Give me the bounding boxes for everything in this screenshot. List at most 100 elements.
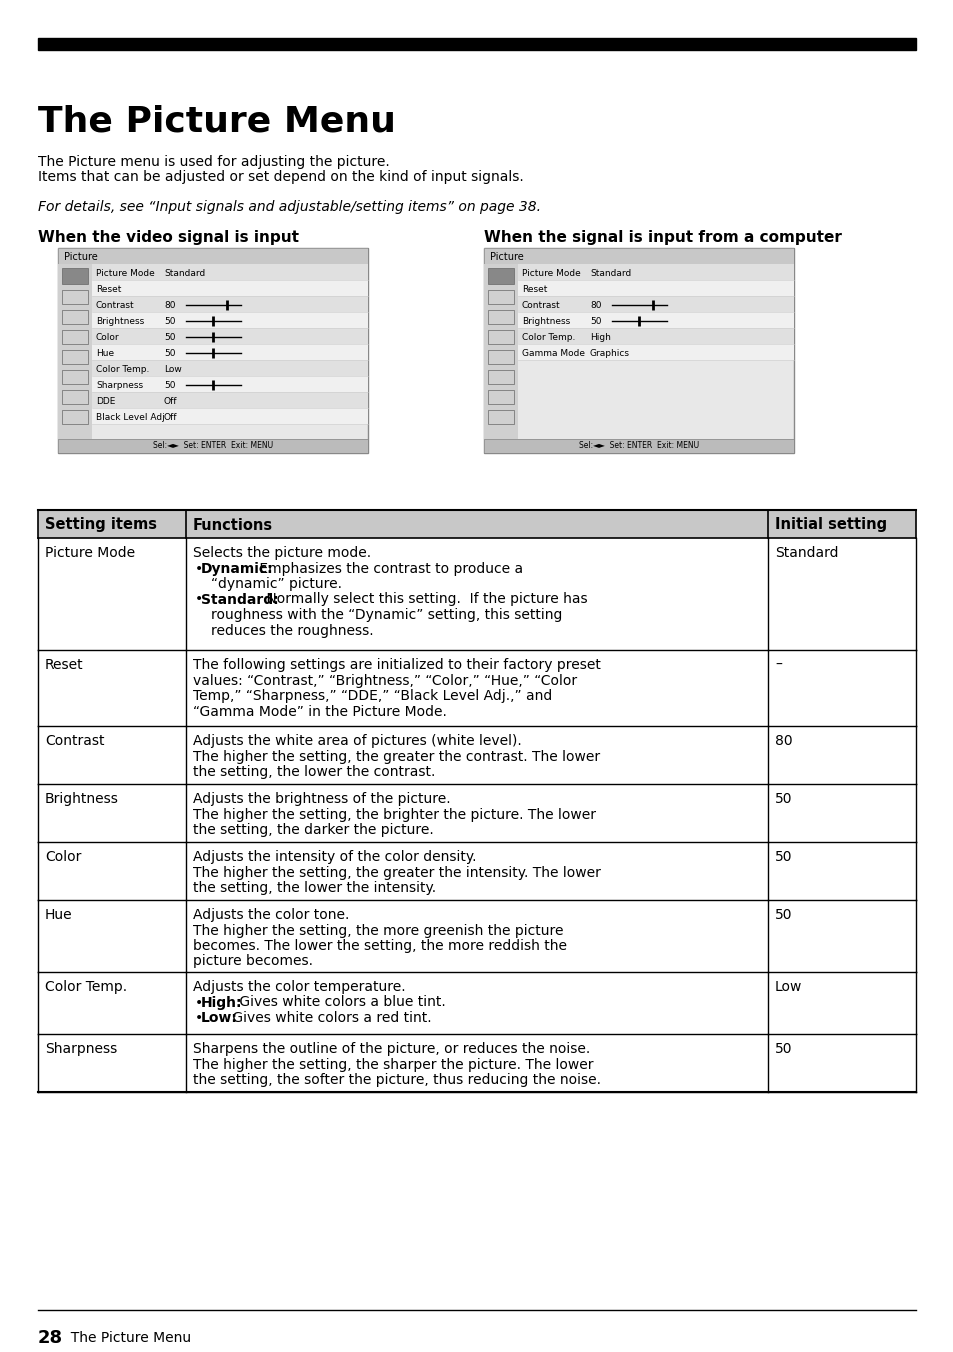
Text: Standard: Standard xyxy=(589,269,631,277)
Bar xyxy=(483,264,517,453)
Bar xyxy=(62,389,88,404)
Text: 80: 80 xyxy=(589,300,601,310)
Text: •: • xyxy=(194,592,203,607)
Text: 50: 50 xyxy=(774,1042,792,1056)
Bar xyxy=(38,900,915,972)
Text: Low: Low xyxy=(164,365,182,373)
Text: “Gamma Mode” in the Picture Mode.: “Gamma Mode” in the Picture Mode. xyxy=(193,704,446,718)
Text: Sel:◄►  Set: ENTER  Exit: MENU: Sel:◄► Set: ENTER Exit: MENU xyxy=(578,442,699,450)
Bar xyxy=(488,310,514,324)
Text: For details, see “Input signals and adjustable/setting items” on page 38.: For details, see “Input signals and adju… xyxy=(38,200,540,214)
Text: 50: 50 xyxy=(164,380,175,389)
Text: 80: 80 xyxy=(774,734,792,748)
Text: Selects the picture mode.: Selects the picture mode. xyxy=(193,546,371,560)
Text: Off: Off xyxy=(164,396,177,406)
Text: Sel:◄►  Set: ENTER  Exit: MENU: Sel:◄► Set: ENTER Exit: MENU xyxy=(152,442,273,450)
Text: roughness with the “Dynamic” setting, this setting: roughness with the “Dynamic” setting, th… xyxy=(211,608,561,622)
Text: the setting, the lower the contrast.: the setting, the lower the contrast. xyxy=(193,765,435,779)
Text: Gives white colors a red tint.: Gives white colors a red tint. xyxy=(228,1011,432,1025)
Bar xyxy=(91,264,368,280)
Bar xyxy=(488,350,514,364)
Bar xyxy=(483,247,793,264)
Text: Adjusts the color temperature.: Adjusts the color temperature. xyxy=(193,980,405,994)
Text: Picture: Picture xyxy=(490,251,523,262)
Text: reduces the roughness.: reduces the roughness. xyxy=(211,623,374,638)
Bar xyxy=(517,343,793,360)
Text: 50: 50 xyxy=(774,909,792,922)
Text: When the video signal is input: When the video signal is input xyxy=(38,230,298,245)
Bar xyxy=(91,296,368,312)
Bar xyxy=(488,410,514,425)
Bar xyxy=(58,264,91,453)
Text: Normally select this setting.  If the picture has: Normally select this setting. If the pic… xyxy=(262,592,587,607)
Text: The higher the setting, the brighter the picture. The lower: The higher the setting, the brighter the… xyxy=(193,807,596,822)
Bar xyxy=(517,296,793,312)
Text: the setting, the darker the picture.: the setting, the darker the picture. xyxy=(193,823,434,837)
Bar xyxy=(38,650,915,726)
Text: Brightness: Brightness xyxy=(96,316,144,326)
Bar xyxy=(91,408,368,425)
Text: DDE: DDE xyxy=(96,396,115,406)
Text: When the signal is input from a computer: When the signal is input from a computer xyxy=(483,230,841,245)
Text: Gives white colors a blue tint.: Gives white colors a blue tint. xyxy=(234,995,445,1010)
Bar xyxy=(91,392,368,408)
Bar xyxy=(58,247,368,264)
Bar xyxy=(517,329,793,343)
Text: Adjusts the intensity of the color density.: Adjusts the intensity of the color densi… xyxy=(193,850,476,864)
Text: values: “Contrast,” “Brightness,” “Color,” “Hue,” “Color: values: “Contrast,” “Brightness,” “Color… xyxy=(193,673,577,688)
Text: Color Temp.: Color Temp. xyxy=(96,365,150,373)
Bar xyxy=(62,350,88,364)
Text: Standard:: Standard: xyxy=(201,592,278,607)
Text: Brightness: Brightness xyxy=(45,792,119,806)
Text: Hue: Hue xyxy=(45,909,72,922)
Text: Color Temp.: Color Temp. xyxy=(45,980,127,994)
Text: Contrast: Contrast xyxy=(96,300,134,310)
Text: Items that can be adjusted or set depend on the kind of input signals.: Items that can be adjusted or set depend… xyxy=(38,170,523,184)
Bar xyxy=(483,247,793,264)
Text: 80: 80 xyxy=(164,300,175,310)
Text: Picture Mode: Picture Mode xyxy=(45,546,135,560)
Text: The Picture Menu: The Picture Menu xyxy=(38,105,395,139)
Text: Standard: Standard xyxy=(774,546,838,560)
Bar xyxy=(517,280,793,296)
Text: Low: Low xyxy=(774,980,801,994)
Text: 50: 50 xyxy=(164,349,175,357)
Bar xyxy=(62,289,88,304)
Text: The following settings are initialized to their factory preset: The following settings are initialized t… xyxy=(193,658,600,672)
Bar xyxy=(488,268,514,284)
Bar xyxy=(62,330,88,343)
Bar xyxy=(58,439,368,453)
Text: The higher the setting, the sharper the picture. The lower: The higher the setting, the sharper the … xyxy=(193,1057,593,1072)
Text: Low:: Low: xyxy=(201,1011,237,1025)
Text: •: • xyxy=(194,995,203,1010)
Text: Brightness: Brightness xyxy=(521,316,570,326)
Text: 50: 50 xyxy=(774,792,792,806)
Bar xyxy=(483,439,793,453)
Text: 50: 50 xyxy=(589,316,601,326)
Text: Initial setting: Initial setting xyxy=(774,518,886,533)
Bar xyxy=(517,264,793,280)
Text: –: – xyxy=(774,658,781,672)
Text: Off: Off xyxy=(164,412,177,422)
Text: Adjusts the brightness of the picture.: Adjusts the brightness of the picture. xyxy=(193,792,450,806)
Bar xyxy=(58,439,368,453)
Text: Contrast: Contrast xyxy=(45,734,105,748)
Text: The higher the setting, the greater the contrast. The lower: The higher the setting, the greater the … xyxy=(193,749,599,764)
Text: picture becomes.: picture becomes. xyxy=(193,955,313,968)
Bar xyxy=(62,410,88,425)
Text: Functions: Functions xyxy=(193,518,273,533)
Bar xyxy=(38,538,915,650)
Text: •: • xyxy=(194,561,203,576)
Text: Standard: Standard xyxy=(164,269,205,277)
Text: 50: 50 xyxy=(164,316,175,326)
Text: High:: High: xyxy=(201,995,242,1010)
Bar xyxy=(58,247,368,453)
Bar xyxy=(488,389,514,404)
Text: becomes. The lower the setting, the more reddish the: becomes. The lower the setting, the more… xyxy=(193,940,566,953)
Bar xyxy=(91,376,368,392)
Bar xyxy=(483,247,793,453)
Text: 28: 28 xyxy=(38,1329,63,1347)
Bar xyxy=(38,1034,915,1092)
Bar xyxy=(91,329,368,343)
Text: Picture Mode: Picture Mode xyxy=(521,269,580,277)
